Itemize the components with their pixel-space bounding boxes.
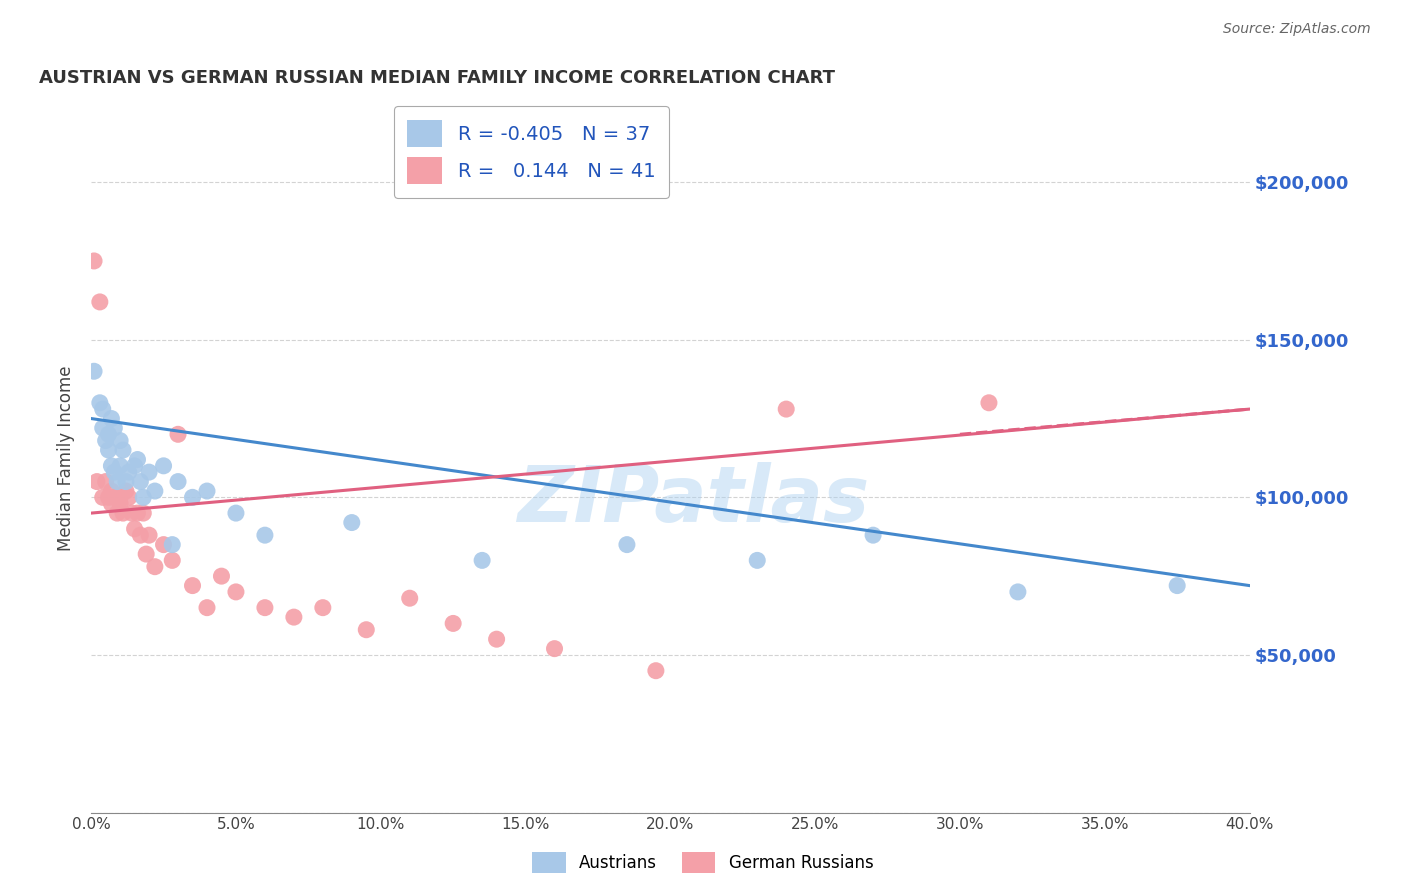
Legend: R = -0.405   N = 37, R =   0.144   N = 41: R = -0.405 N = 37, R = 0.144 N = 41: [394, 106, 669, 198]
Text: AUSTRIAN VS GERMAN RUSSIAN MEDIAN FAMILY INCOME CORRELATION CHART: AUSTRIAN VS GERMAN RUSSIAN MEDIAN FAMILY…: [39, 69, 835, 87]
Point: [211, 569, 233, 583]
Point: [100, 458, 122, 473]
Point: [105, 475, 128, 489]
Y-axis label: Median Family Income: Median Family Income: [58, 365, 75, 550]
Point: [83, 364, 105, 378]
Point: [91, 421, 114, 435]
Point: [108, 458, 131, 473]
Point: [471, 553, 494, 567]
Point: [162, 538, 184, 552]
Point: [977, 396, 1000, 410]
Point: [253, 600, 276, 615]
Point: [94, 434, 117, 448]
Point: [100, 411, 122, 425]
Point: [644, 664, 666, 678]
Point: [115, 475, 138, 489]
Point: [195, 483, 218, 498]
Point: [181, 579, 204, 593]
Point: [129, 475, 152, 489]
Point: [97, 443, 120, 458]
Point: [103, 421, 125, 435]
Point: [83, 254, 105, 268]
Point: [485, 632, 508, 647]
Point: [181, 491, 204, 505]
Point: [775, 402, 797, 417]
Point: [398, 591, 420, 606]
Point: [103, 465, 125, 479]
Point: [1166, 579, 1188, 593]
Point: [441, 616, 464, 631]
Point: [543, 641, 565, 656]
Point: [138, 465, 160, 479]
Point: [103, 491, 125, 505]
Point: [312, 600, 335, 615]
Point: [340, 516, 363, 530]
Legend: Austrians, German Russians: Austrians, German Russians: [526, 846, 880, 880]
Text: Source: ZipAtlas.com: Source: ZipAtlas.com: [1223, 22, 1371, 37]
Point: [195, 600, 218, 615]
Point: [132, 506, 155, 520]
Point: [129, 528, 152, 542]
Point: [97, 427, 120, 442]
Point: [91, 402, 114, 417]
Point: [127, 452, 149, 467]
Point: [108, 491, 131, 505]
Point: [124, 458, 146, 473]
Point: [167, 475, 190, 489]
Point: [616, 538, 638, 552]
Point: [127, 506, 149, 520]
Point: [138, 528, 160, 542]
Point: [100, 497, 122, 511]
Point: [862, 528, 884, 542]
Point: [111, 443, 134, 458]
Point: [100, 483, 122, 498]
Point: [135, 547, 157, 561]
Point: [747, 553, 769, 567]
Point: [89, 294, 111, 309]
Point: [152, 538, 174, 552]
Point: [115, 483, 138, 498]
Point: [97, 491, 120, 505]
Point: [124, 522, 146, 536]
Point: [118, 465, 141, 479]
Point: [94, 475, 117, 489]
Point: [121, 506, 143, 520]
Point: [225, 506, 247, 520]
Point: [356, 623, 378, 637]
Point: [91, 491, 114, 505]
Point: [132, 491, 155, 505]
Point: [111, 506, 134, 520]
Point: [225, 585, 247, 599]
Text: ZIPatlas: ZIPatlas: [517, 462, 870, 539]
Point: [1007, 585, 1029, 599]
Point: [143, 559, 166, 574]
Point: [105, 506, 128, 520]
Point: [253, 528, 276, 542]
Point: [167, 427, 190, 442]
Point: [162, 553, 184, 567]
Point: [143, 483, 166, 498]
Point: [108, 497, 131, 511]
Point: [86, 475, 108, 489]
Point: [118, 491, 141, 505]
Point: [152, 458, 174, 473]
Point: [283, 610, 305, 624]
Point: [108, 434, 131, 448]
Point: [89, 396, 111, 410]
